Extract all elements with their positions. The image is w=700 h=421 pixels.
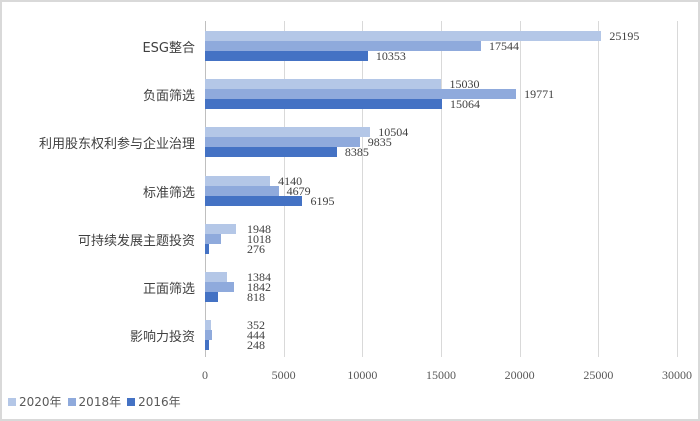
category-label: 正面筛选 — [142, 282, 195, 297]
bar-2020年 — [205, 175, 271, 186]
x-tick-label: 20000 — [504, 368, 535, 382]
data-label: 1842 — [247, 280, 271, 294]
category-label: 负面筛选 — [142, 89, 195, 105]
bar-2020年 — [205, 31, 602, 41]
data-label: 10353 — [375, 49, 406, 63]
data-label: 1948 — [247, 221, 271, 236]
legend-item: 2018年 — [67, 393, 122, 410]
gridline — [677, 21, 678, 357]
x-tick-label: 25000 — [583, 368, 614, 382]
legend-swatch-icon — [67, 397, 76, 406]
bar-2020年 — [205, 223, 236, 234]
data-label: 276 — [247, 241, 265, 256]
data-label: 19771 — [524, 87, 555, 102]
data-label: 1384 — [247, 270, 271, 284]
data-label: 17544 — [489, 39, 520, 53]
x-tick-label: 0 — [202, 368, 208, 382]
legend-swatch-icon — [127, 397, 136, 406]
data-label: 6195 — [310, 193, 335, 208]
legend-label: 2016年 — [138, 395, 181, 409]
bar-2020年 — [205, 272, 227, 282]
gridline — [598, 21, 600, 357]
bar-2016年 — [205, 292, 218, 302]
bar-2016年 — [205, 147, 337, 158]
bar-2018年 — [205, 137, 360, 148]
bar-2016年 — [205, 243, 210, 254]
legend-label: 2020年 — [19, 395, 62, 409]
category-label: ESG整合 — [142, 41, 195, 56]
legend-item: 2016年 — [127, 393, 181, 410]
bar-2016年 — [205, 340, 209, 351]
bar-2020年 — [205, 127, 371, 138]
legend-label: 2018年 — [78, 395, 122, 409]
category-label: 利用股东权利参与企业治理 — [38, 137, 195, 153]
category-label: 可持续发展主题投资 — [77, 233, 195, 249]
bar-2016年 — [205, 195, 303, 206]
bar-2016年 — [205, 99, 442, 110]
gridline — [519, 21, 521, 357]
legend-item: 2020年 — [8, 393, 62, 410]
bar-2020年 — [205, 79, 442, 90]
gridline — [441, 21, 442, 357]
data-label: 8385 — [344, 145, 369, 160]
x-tick-label: 15000 — [426, 368, 456, 382]
data-label: 9835 — [367, 135, 392, 150]
bar-2018年 — [205, 330, 212, 341]
bar-2018年 — [205, 41, 482, 51]
data-label: 10504 — [378, 125, 409, 140]
bar-2018年 — [205, 89, 517, 100]
category-label: 标准筛选 — [142, 185, 195, 201]
legend-swatch-icon — [8, 397, 16, 406]
legend: 2020年 2018年 2016年 — [8, 393, 181, 410]
data-label: 444 — [247, 328, 265, 343]
data-label: 15030 — [449, 77, 480, 92]
category-label: 影响力投资 — [129, 330, 195, 346]
data-label: 4140 — [278, 173, 303, 188]
x-tick-label: 10000 — [347, 368, 378, 382]
x-tick-label: 30000 — [662, 368, 692, 382]
x-tick-label: 5000 — [271, 368, 296, 382]
bar-2018年 — [205, 185, 279, 196]
data-label: 248 — [247, 338, 265, 353]
gridline — [283, 21, 285, 357]
bar-2016年 — [205, 51, 368, 61]
data-label: 818 — [247, 290, 265, 304]
data-label: 352 — [247, 318, 265, 333]
data-label: 15064 — [450, 97, 480, 112]
bar-2020年 — [205, 320, 211, 331]
data-label: 25195 — [609, 29, 640, 43]
gridline — [362, 21, 364, 357]
data-label: 1018 — [247, 231, 271, 246]
bar-2018年 — [205, 233, 222, 244]
data-label: 4679 — [286, 183, 311, 198]
bar-2018年 — [205, 282, 234, 292]
